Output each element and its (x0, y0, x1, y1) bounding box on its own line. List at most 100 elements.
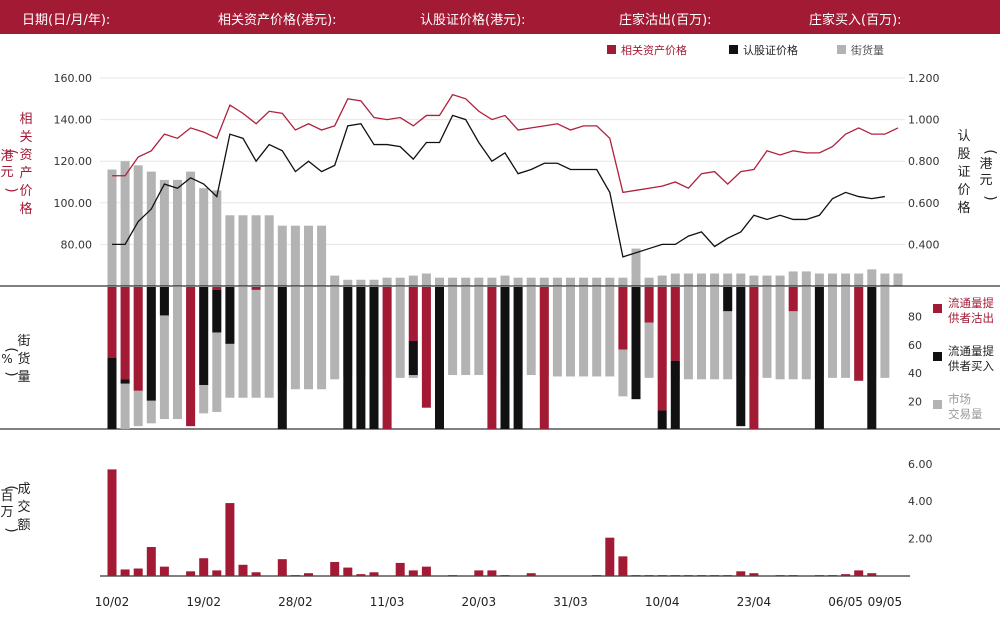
outstanding-bar (697, 273, 706, 286)
pct-unit-paren: ) (3, 371, 19, 376)
dealer-buy-bar (107, 358, 117, 429)
legend-sell-swatch (933, 304, 942, 313)
legend-sell-label: 供者沽出 (948, 311, 994, 325)
pct-axis-title-char: 量 (17, 370, 30, 385)
outstanding-bar (186, 171, 196, 286)
x-tick-label: 10/02 (95, 595, 130, 609)
right-axis-title-char: 格 (957, 200, 970, 216)
outstanding-bar (566, 277, 575, 286)
turnover-bar (749, 573, 759, 576)
dealer-sell-bar (657, 287, 667, 411)
legend-buy-swatch (933, 352, 942, 361)
outstanding-bar (552, 277, 562, 286)
right-tick-label: 0.400 (908, 238, 940, 251)
outstanding-bar (710, 273, 720, 286)
x-tick-label: 23/04 (737, 595, 772, 609)
outstanding-bar (212, 190, 222, 286)
market-volume-bar (330, 287, 340, 380)
volume-unit-char: 百 (0, 489, 13, 504)
turnover-bar (474, 570, 484, 576)
market-volume-bar (579, 287, 589, 377)
turnover-bar (736, 571, 746, 576)
market-volume-bar (605, 287, 615, 377)
dealer-buy-bar (369, 287, 379, 429)
outstanding-bar (435, 277, 444, 286)
turnover-bar (251, 572, 261, 576)
dealer-buy-bar (513, 287, 523, 429)
outstanding-bar (762, 275, 772, 286)
market-volume-bar (264, 287, 274, 398)
market-volume-bar (775, 287, 785, 380)
market-volume-bar (592, 287, 602, 377)
outstanding-bar (356, 279, 366, 286)
turnover-bar (487, 570, 497, 576)
turnover-bar (814, 575, 824, 576)
left-axis-title-char: 资 (19, 148, 32, 163)
market-volume-bar (238, 287, 248, 398)
outstanding-bar (592, 277, 602, 286)
dealer-sell-bar (539, 287, 549, 429)
outstanding-bar (670, 273, 680, 286)
turnover-bar (356, 574, 366, 576)
market-volume-bar (710, 287, 720, 380)
left-axis-title-char: 格 (19, 201, 32, 217)
pct-tick-label: 40 (908, 367, 922, 380)
warrant-price-label: 认股证价格(港元): (420, 13, 526, 28)
turnover-bar (775, 575, 785, 576)
legend-buy-label: 供者买入 (948, 359, 994, 373)
market-volume-bar (762, 287, 772, 378)
turnover-bar (212, 570, 222, 576)
dealer-sell-bar (749, 287, 759, 429)
dealer-sell-bar (670, 287, 680, 361)
dealer-buy-bar (212, 289, 222, 333)
outstanding-bar (290, 225, 300, 286)
dealer-sell-bar (854, 287, 864, 381)
dealer-buy-bar (500, 287, 510, 429)
turnover-bar (592, 575, 602, 576)
turnover-bar (723, 575, 733, 576)
outstanding-bar (526, 277, 536, 286)
outstanding-bar (173, 179, 182, 286)
turnover-bar (186, 571, 196, 576)
turnover-bar (408, 570, 418, 576)
left-axis-title-char: 产 (19, 166, 32, 181)
turnover-bar (448, 575, 458, 576)
dealer-sell-bar (212, 287, 222, 290)
outstanding-bar (421, 273, 431, 286)
x-tick-label: 28/02 (278, 595, 313, 609)
legend-asset-swatch (607, 45, 616, 54)
market-volume-bar (290, 287, 300, 390)
turnover-bar (670, 575, 680, 576)
dealer-buy-bar (670, 360, 680, 429)
outstanding-bar (251, 215, 261, 286)
dealer-sell-label: 庄家沽出(百万): (619, 13, 712, 28)
dealer-sell-bar (618, 287, 628, 350)
asset-price-label: 相关资产价格(港元): (218, 13, 337, 28)
outstanding-bar (788, 271, 798, 286)
turnover-bar (421, 566, 431, 576)
asset-price-line (112, 93, 899, 194)
market-volume-bar (526, 287, 536, 376)
outstanding-bar (461, 277, 471, 286)
left-unit-char: 元 (0, 165, 13, 180)
outstanding-bar (644, 277, 654, 286)
outstanding-bar (277, 225, 287, 286)
left-axis-title-char: 价 (19, 184, 32, 199)
turnover-bar (238, 564, 248, 576)
legend-outstanding-swatch (837, 45, 846, 54)
left-axis-title-char: 相 (19, 112, 32, 127)
dealer-buy-bar (277, 287, 287, 429)
right-tick-label: 1.000 (908, 114, 940, 127)
outstanding-bar (395, 277, 405, 286)
outstanding-bar (736, 273, 746, 286)
outstanding-bar (854, 273, 864, 286)
right-axis-title-char: 股 (957, 147, 970, 162)
outstanding-bar (631, 248, 641, 286)
market-volume-bar (788, 287, 798, 380)
turnover-bar (330, 561, 340, 576)
volume-unit-paren: ) (3, 527, 19, 532)
pct-unit-paren: ( (3, 347, 19, 352)
right-tick-label: 0.600 (908, 197, 940, 210)
volume-axis-title-char: 成 (17, 482, 30, 497)
